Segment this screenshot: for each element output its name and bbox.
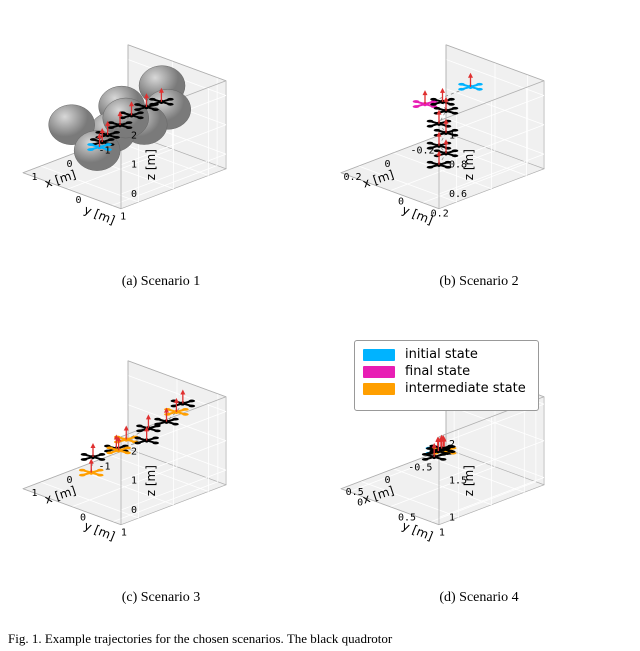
- swatch-initial: [363, 349, 395, 361]
- svg-text:0: 0: [131, 189, 137, 200]
- panel-d: initial state final state intermediate s…: [324, 324, 629, 584]
- svg-text:-0.5: -0.5: [408, 462, 432, 473]
- panel-a: -10101012x [m]y [m]z [m]: [6, 8, 311, 268]
- swatch-intermediate: [363, 383, 395, 395]
- svg-text:1: 1: [120, 211, 126, 222]
- svg-text:1: 1: [121, 528, 127, 539]
- panel-b: -0.200.200.20.60.81x [m]y [m]z [m]: [324, 8, 629, 268]
- svg-text:z [m]: z [m]: [462, 465, 476, 496]
- caption-d: (d) Scenario 4: [324, 588, 634, 636]
- svg-text:0: 0: [131, 505, 137, 516]
- svg-text:y [m]: y [m]: [400, 519, 435, 544]
- legend-row-initial: initial state: [363, 347, 530, 362]
- svg-text:1: 1: [439, 528, 445, 539]
- panel-c: -10101012x [m]y [m]z [m]: [6, 324, 311, 584]
- svg-text:-0.2: -0.2: [410, 145, 434, 156]
- svg-text:-1: -1: [98, 461, 110, 472]
- svg-text:z [m]: z [m]: [144, 465, 158, 496]
- svg-text:y [m]: y [m]: [400, 203, 435, 228]
- figure-grid: -10101012x [m]y [m]z [m] -0.200.200.20.6…: [0, 0, 640, 642]
- caption-b: (b) Scenario 2: [324, 272, 634, 320]
- legend-label-final: final state: [405, 364, 470, 379]
- svg-text:1: 1: [131, 160, 137, 171]
- legend-label-intermediate: intermediate state: [405, 381, 526, 396]
- caption-c: (c) Scenario 3: [6, 588, 316, 636]
- svg-text:z [m]: z [m]: [462, 149, 476, 180]
- svg-text:y [m]: y [m]: [82, 519, 117, 544]
- plot-a: -10101012x [m]y [m]z [m]: [6, 8, 311, 268]
- svg-text:2: 2: [131, 130, 137, 141]
- svg-text:1: 1: [31, 172, 37, 183]
- svg-text:0.6: 0.6: [449, 189, 467, 200]
- svg-text:1: 1: [31, 488, 37, 499]
- svg-text:1: 1: [449, 512, 455, 523]
- legend-row-intermediate: intermediate state: [363, 381, 530, 396]
- svg-text:1: 1: [131, 476, 137, 487]
- legend-label-initial: initial state: [405, 347, 478, 362]
- plot-c: -10101012x [m]y [m]z [m]: [6, 324, 311, 584]
- svg-text:y [m]: y [m]: [82, 203, 117, 228]
- legend: initial state final state intermediate s…: [354, 340, 539, 411]
- svg-text:1: 1: [449, 130, 455, 141]
- caption-a: (a) Scenario 1: [6, 272, 316, 320]
- figure-caption: Fig. 1. Example trajectories for the cho…: [0, 631, 640, 647]
- plot-b: -0.200.200.20.60.81x [m]y [m]z [m]: [324, 8, 629, 268]
- swatch-final: [363, 366, 395, 378]
- svg-text:-1: -1: [98, 145, 110, 156]
- svg-text:z [m]: z [m]: [144, 149, 158, 180]
- svg-text:0.2: 0.2: [343, 172, 361, 183]
- legend-row-final: final state: [363, 364, 530, 379]
- svg-text:2: 2: [449, 439, 455, 450]
- svg-text:2: 2: [131, 446, 137, 457]
- svg-text:0: 0: [76, 195, 82, 206]
